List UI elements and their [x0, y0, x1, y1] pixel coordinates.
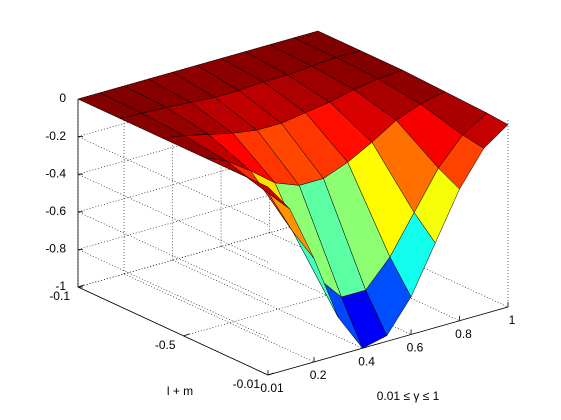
grid-line: [317, 218, 509, 308]
grid-line: [77, 211, 269, 301]
x-axis: [267, 306, 509, 376]
z-tick-label: -0.6: [45, 204, 66, 218]
x-tick-label: 0.2: [310, 368, 327, 382]
tick-mark: [267, 372, 275, 376]
y-tick-label: -0.5: [155, 338, 176, 352]
y-tick-label: -0.1: [49, 289, 70, 303]
x-tick-label: 0.6: [407, 341, 424, 355]
grid-line: [269, 232, 460, 322]
z-tick-label: -0.4: [45, 166, 66, 180]
grid-line: [77, 173, 269, 263]
x-tick-label: 1: [509, 313, 516, 327]
x-axis-label: 0.01 ≤ γ ≤ 1: [377, 389, 440, 403]
grid-line: [123, 273, 315, 363]
z-tick-label: -0.8: [45, 242, 66, 256]
grid-line: [77, 136, 269, 225]
tick-mark: [77, 284, 85, 288]
grid-line: [77, 249, 269, 338]
x-tick-label: 0.01: [260, 381, 284, 395]
x-tick-label: 0.4: [358, 354, 375, 368]
x-tick-label: 0.8: [455, 327, 472, 341]
surface-patch: [246, 176, 290, 210]
z-tick-label: -1: [55, 279, 66, 293]
grid-line: [77, 218, 319, 288]
y-axis: [77, 286, 269, 376]
grid-line: [172, 259, 363, 349]
y-tick-label: -0.01: [233, 377, 261, 391]
z-tick-label: -0.2: [45, 129, 66, 143]
y-axis-label: l + m: [167, 384, 193, 398]
tick-mark: [183, 333, 190, 337]
z-tick-label: 0: [59, 91, 66, 105]
